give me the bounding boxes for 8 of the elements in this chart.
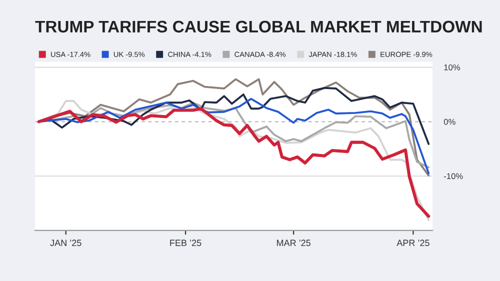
- y-tick-label: -10%: [444, 173, 463, 180]
- x-tick-label: APR ’25: [396, 240, 430, 246]
- y-tick-label: 0%: [444, 118, 456, 125]
- y-tick-label: 10%: [444, 64, 460, 70]
- chart-title: TRUMP TARIFFS CAUSE GLOBAL MARKET MELTDOWN: [35, 20, 482, 33]
- x-tick-label: FEB ’25: [170, 240, 202, 246]
- x-tick-label: JAN ’25: [50, 240, 82, 246]
- x-tick-label: MAR ’25: [277, 240, 310, 246]
